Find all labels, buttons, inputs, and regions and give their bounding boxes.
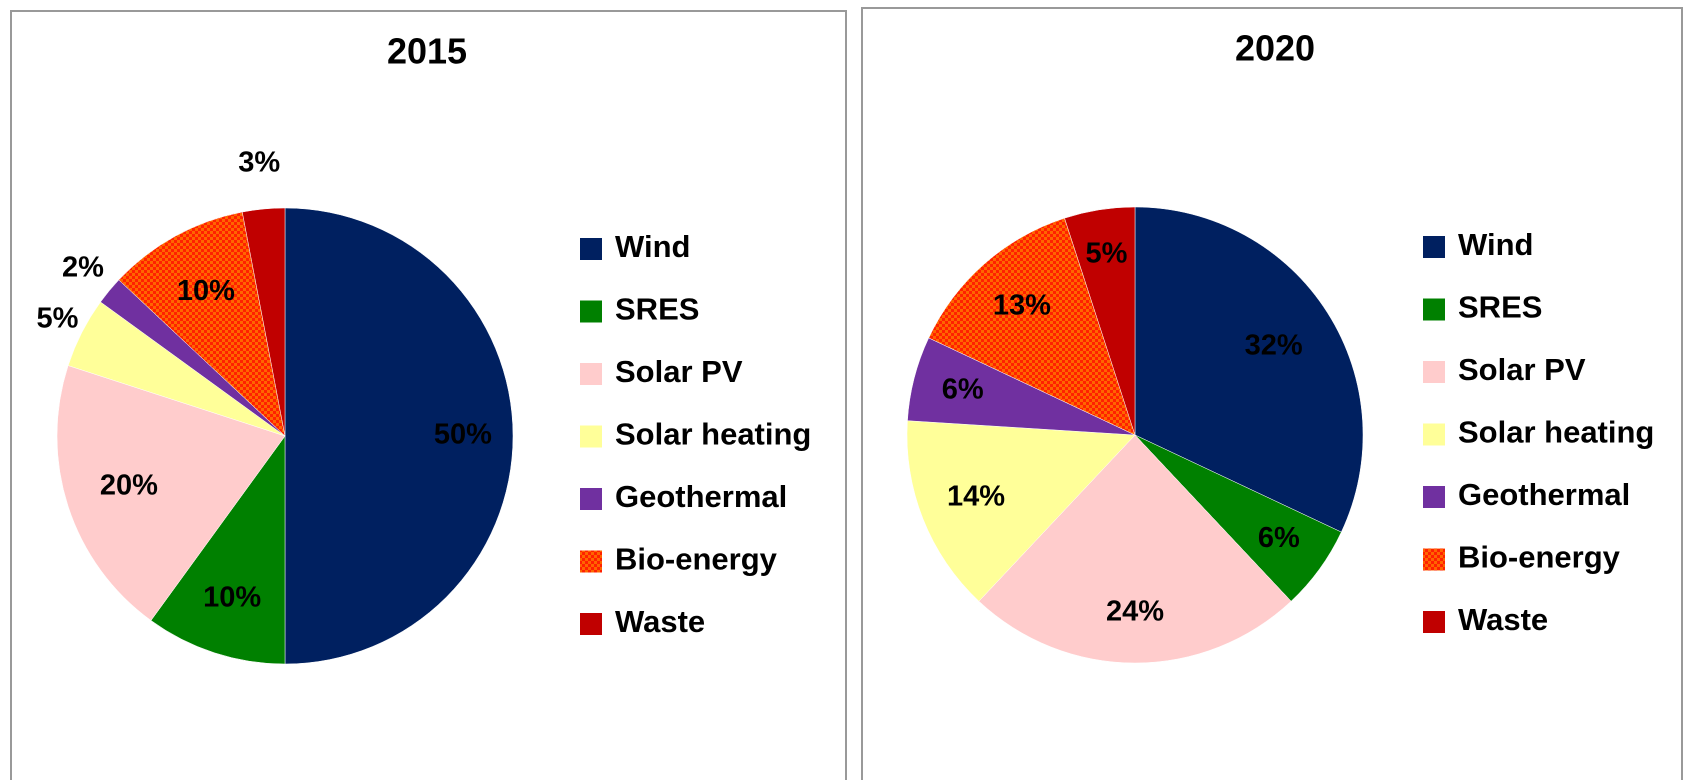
- data-label: 50%: [434, 419, 492, 451]
- chart-title: 2015: [387, 31, 467, 72]
- legend-swatch: [1423, 236, 1445, 258]
- pie-slice: [150, 435, 286, 665]
- pie-slice: [978, 434, 1292, 664]
- data-label: 6%: [942, 373, 984, 405]
- data-label: 6%: [1258, 522, 1300, 554]
- data-label: 5%: [1086, 238, 1128, 270]
- legend-label: Waste: [1458, 602, 1548, 637]
- pie-slice: [1064, 206, 1136, 436]
- legend-label: Geothermal: [615, 479, 787, 514]
- legend-swatch: [580, 363, 602, 385]
- pie-slice: [284, 207, 514, 665]
- legend-label: Solar heating: [1458, 415, 1654, 450]
- legend-label: SRES: [1458, 290, 1542, 325]
- pie-slice: [118, 211, 286, 437]
- data-label: 20%: [100, 469, 158, 501]
- legend-swatch: [580, 238, 602, 260]
- legend-label: Bio-energy: [1458, 540, 1621, 575]
- data-label: 10%: [177, 275, 235, 307]
- legend-swatch: [580, 550, 602, 573]
- legend-swatch: [1423, 611, 1445, 633]
- pie-slice: [928, 217, 1136, 436]
- legend-swatch: [580, 300, 602, 323]
- chart-title: 2020: [1235, 28, 1315, 69]
- legend-swatch: [1423, 486, 1445, 508]
- legend-label: Waste: [615, 604, 705, 639]
- legend-label: Geothermal: [1458, 477, 1630, 512]
- legend-label: Wind: [615, 229, 690, 264]
- pie-slice: [241, 207, 286, 437]
- legend-label: Bio-energy: [615, 542, 778, 577]
- legend-swatch: [1423, 298, 1445, 321]
- legend-label: Solar PV: [615, 354, 743, 389]
- data-label: 32%: [1245, 330, 1303, 362]
- legend-swatch: [580, 613, 602, 635]
- pie-slice: [906, 420, 1136, 602]
- pie-slice: [1134, 206, 1364, 533]
- data-label: 13%: [993, 289, 1051, 321]
- data-label: 3%: [238, 146, 280, 178]
- legend-swatch: [580, 425, 602, 448]
- legend-swatch: [1423, 361, 1445, 383]
- legend-label: SRES: [615, 292, 699, 327]
- legend-swatch: [1423, 548, 1445, 571]
- pie-slice: [56, 365, 286, 621]
- data-label: 2%: [62, 252, 104, 284]
- legend-label: Wind: [1458, 227, 1533, 262]
- legend-label: Solar heating: [615, 417, 811, 452]
- legend-swatch: [580, 488, 602, 510]
- data-label: 24%: [1106, 595, 1164, 627]
- legend-swatch: [1423, 423, 1445, 446]
- data-label: 14%: [947, 481, 1005, 513]
- data-label: 5%: [37, 303, 79, 335]
- legend-label: Solar PV: [1458, 352, 1586, 387]
- data-label: 10%: [203, 581, 261, 613]
